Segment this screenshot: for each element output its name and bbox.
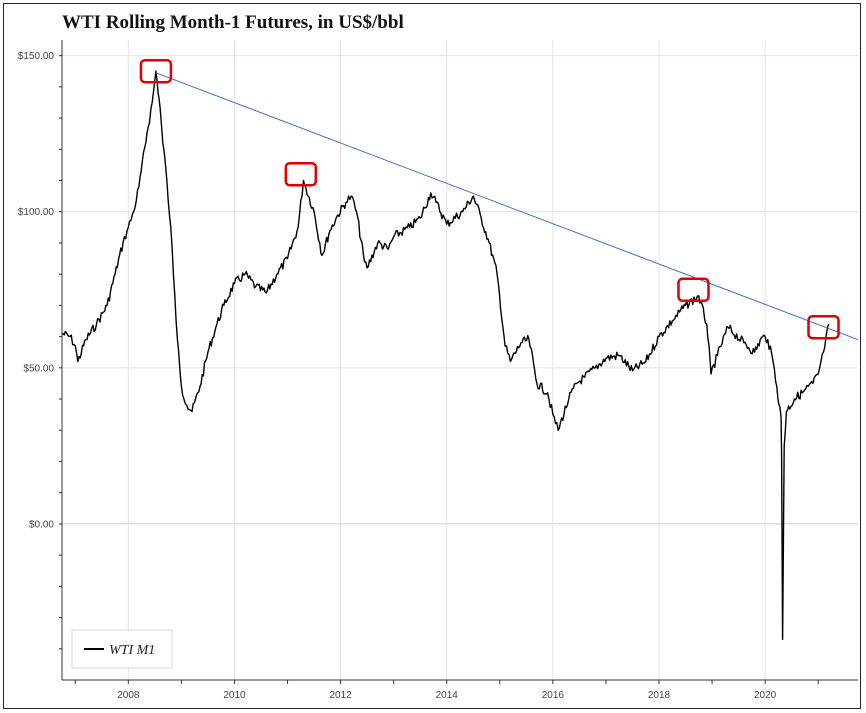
trendline [155,72,859,341]
x-tick-label: 2020 [754,690,777,701]
y-tick-label: $150.00 [18,51,55,62]
y-tick-label: $50.00 [23,363,54,374]
highlight-box [807,314,840,340]
chart-title: WTI Rolling Month-1 Futures, in US$/bbl [62,12,404,33]
legend-label: WTI M1 [109,643,155,658]
x-tick-label: 2014 [436,690,459,701]
axes [59,40,858,684]
tick-labels: $150.00 $100.00 $50.00 $0.00 2008 2010 2012 201… [18,51,777,701]
x-tick-label: 2018 [648,690,671,701]
x-tick-label: 2010 [223,690,246,701]
legend: WTI M1 [71,629,173,669]
x-tick-label: 2008 [117,690,140,701]
grid-lines [62,40,858,680]
chart-frame [3,3,861,709]
annotation-layer [139,58,840,340]
highlight-box [139,58,173,84]
x-tick-label: 2016 [542,690,565,701]
highlight-box [284,161,318,187]
y-tick-label: $100.00 [18,207,55,218]
highlight-box [677,277,710,303]
series-line-wti-m1 [61,70,830,641]
x-tick-label: 2012 [329,690,352,701]
y-tick-label: $0.00 [29,519,54,530]
series-layer [61,70,859,641]
